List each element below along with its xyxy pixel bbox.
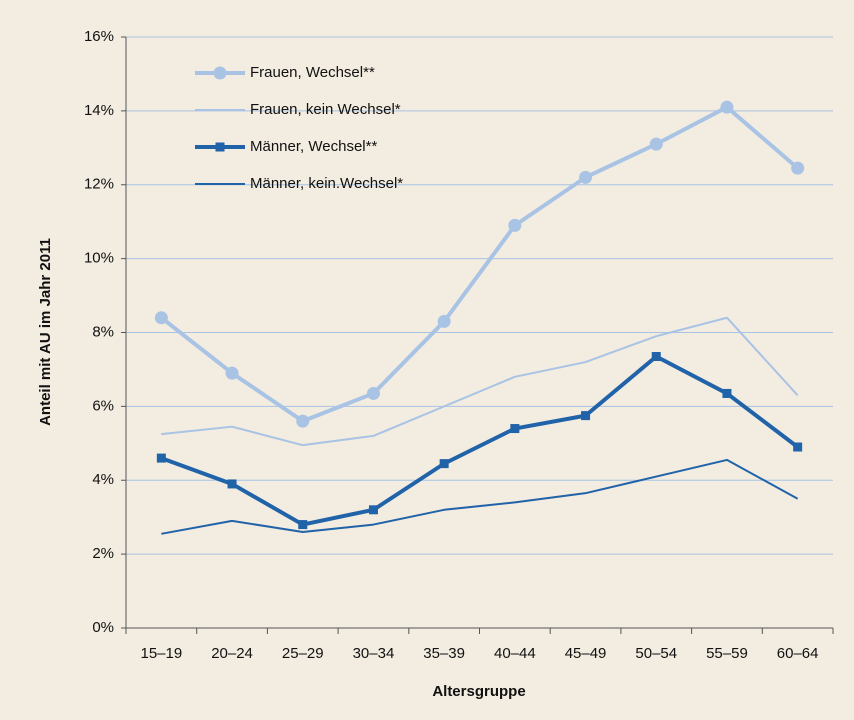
x-tick-label: 25–29	[282, 645, 324, 662]
legend-label: Frauen, kein Wechsel*	[250, 101, 401, 118]
series-line	[161, 458, 799, 535]
x-tick-label: 30–34	[353, 645, 395, 662]
point	[227, 479, 237, 489]
point	[508, 218, 522, 232]
x-tick-label: 20–24	[211, 645, 253, 662]
legend-label: Männer, Wechsel**	[250, 138, 377, 155]
x-tick-label: 35–39	[423, 645, 465, 662]
y-axis-label: Anteil mit AU im Jahr 2011	[37, 238, 54, 426]
series-line	[160, 354, 799, 527]
x-tick-label: 40–44	[494, 645, 536, 662]
point	[793, 442, 803, 452]
point	[579, 170, 593, 184]
point	[296, 414, 310, 428]
point	[720, 100, 734, 114]
x-tick-label: 45–49	[565, 645, 607, 662]
x-tick-label: 60–64	[777, 645, 819, 662]
point	[368, 505, 378, 515]
point	[722, 388, 732, 398]
point	[649, 137, 663, 151]
y-tick-label: 16%	[84, 28, 114, 45]
legend-marker	[215, 142, 225, 152]
y-tick-label: 0%	[92, 619, 114, 636]
legend-label: Männer, kein.Wechsel*	[250, 175, 403, 192]
legend-marker	[213, 66, 227, 80]
point	[437, 314, 451, 328]
x-tick-label: 55–59	[706, 645, 748, 662]
x-tick-label: 15–19	[140, 645, 182, 662]
point	[154, 311, 168, 325]
point	[439, 459, 449, 469]
point	[581, 411, 591, 421]
y-tick-label: 4%	[92, 471, 114, 488]
point	[366, 386, 380, 400]
y-tick-label: 10%	[84, 250, 114, 267]
y-tick-label: 2%	[92, 545, 114, 562]
x-axis-label: Altersgruppe	[432, 683, 525, 700]
point	[791, 161, 805, 175]
point	[651, 352, 661, 362]
y-tick-label: 8%	[92, 323, 114, 340]
point	[225, 366, 239, 380]
point	[156, 453, 166, 463]
series-line	[160, 105, 799, 424]
point	[510, 424, 520, 434]
point	[298, 520, 308, 530]
x-tick-label: 50–54	[635, 645, 677, 662]
y-tick-label: 14%	[84, 102, 114, 119]
legend-label: Frauen, Wechsel**	[250, 64, 375, 81]
y-tick-label: 6%	[92, 397, 114, 414]
y-tick-label: 12%	[84, 176, 114, 193]
series-line	[161, 316, 799, 447]
